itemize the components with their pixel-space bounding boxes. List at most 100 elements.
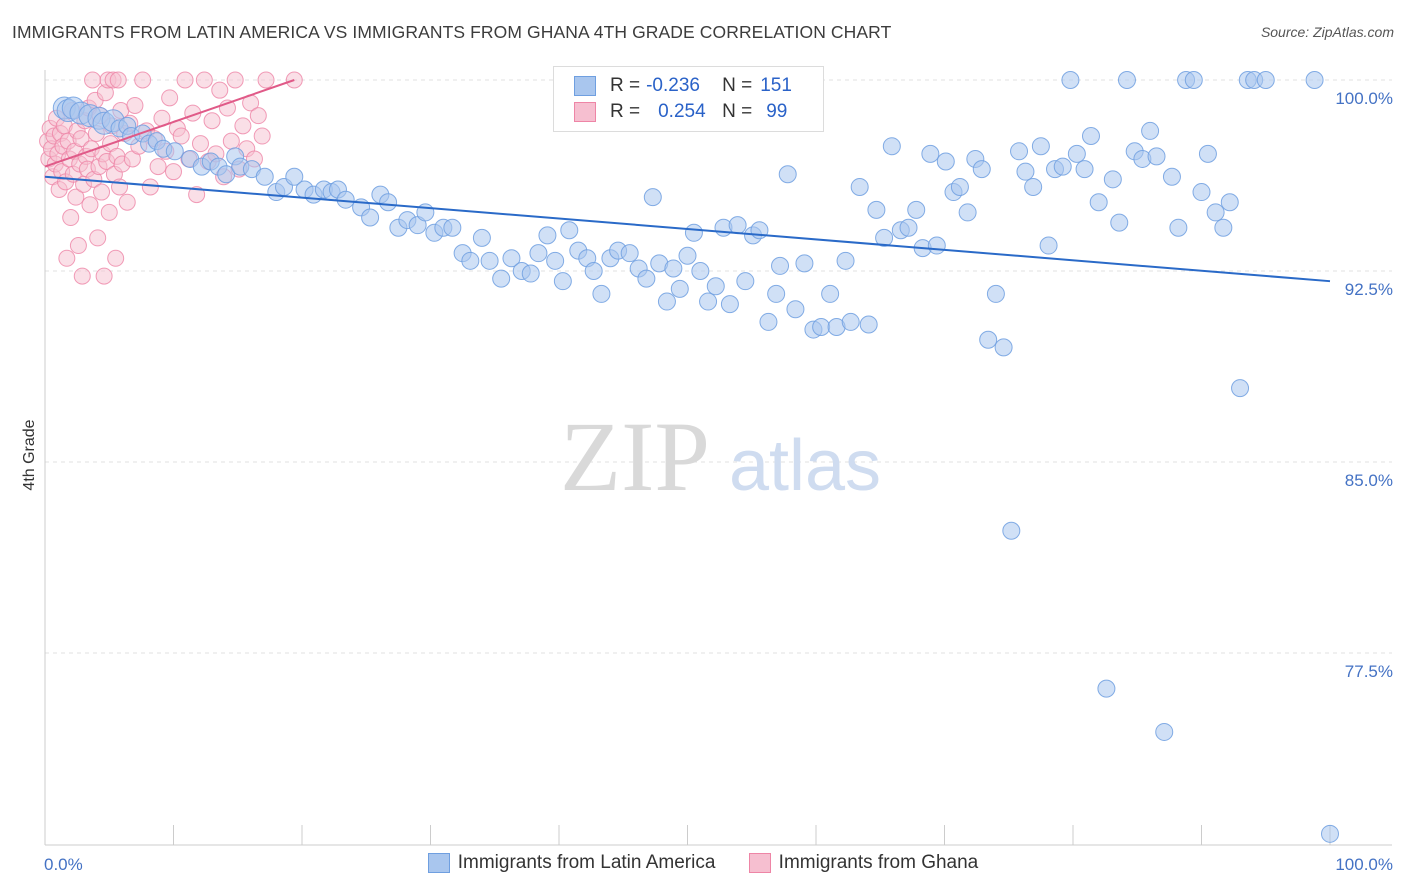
latin-america-point-76 <box>706 277 725 296</box>
latin-america-point-115 <box>1002 521 1021 540</box>
latin-america-point-33 <box>336 190 355 209</box>
legend-r-label: R = <box>610 75 641 96</box>
x-tick-label-max: 100.0% <box>1335 855 1393 874</box>
y-axis-label: 4th Grade <box>21 419 38 490</box>
latin-america-point-111 <box>972 160 991 179</box>
bottom-legend-label: Immigrants from Ghana <box>778 852 979 873</box>
legend-n-value: 99 <box>766 101 788 122</box>
watermark-zip: ZIP <box>560 401 710 512</box>
latin-america-point-145 <box>1220 193 1239 212</box>
latin-america-point-52 <box>521 264 540 283</box>
y-tick-labels: 100.0% 92.5% 85.0% 77.5% <box>1335 89 1393 681</box>
latin-america-point-15 <box>165 142 184 161</box>
latin-america-point-96 <box>859 315 878 334</box>
legend-r-label: R = <box>610 101 641 122</box>
latin-america-point-85 <box>771 256 790 275</box>
trend-lines <box>44 79 1331 283</box>
ghana-point-55 <box>109 71 127 89</box>
ghana-point-48 <box>100 203 118 221</box>
latin-america-point-116 <box>1010 142 1029 161</box>
ghana-point-56 <box>111 178 129 196</box>
latin-america-point-99 <box>882 137 901 156</box>
ghana-point-80 <box>191 135 209 153</box>
ghana-point-95 <box>249 107 267 125</box>
latin-america-point-143 <box>1206 203 1225 222</box>
latin-america-point-129 <box>1103 170 1122 189</box>
ghana-point-69 <box>149 158 167 176</box>
latin-america-point-61 <box>592 284 611 303</box>
ghana-point-67 <box>141 178 159 196</box>
ghana-point-15 <box>58 249 76 267</box>
y-tick-label-1: 92.5% <box>1345 280 1393 299</box>
bottom-legend-latin-america: Immigrants from Latin America <box>427 852 715 874</box>
latin-america-point-104 <box>921 144 940 163</box>
latin-america-point-79 <box>728 216 747 235</box>
legend-row-ghana: R = 0.254 N = 99 <box>574 101 787 127</box>
ghana-point-33 <box>81 196 99 214</box>
x-tick-labels: 0.0% 100.0% <box>44 855 1393 874</box>
legend-n-label: N = <box>722 75 753 96</box>
legend-r-value: 0.254 <box>658 101 706 122</box>
latin-america-point-86 <box>778 165 797 184</box>
ghana-point-24 <box>69 237 87 255</box>
ghana-point-72 <box>161 89 179 107</box>
latin-america-point-137 <box>1162 167 1181 186</box>
ghana-point-27 <box>73 267 91 285</box>
ghana-point-42 <box>93 183 111 201</box>
latin-america-point-64 <box>620 244 639 263</box>
latin-america-point-109 <box>958 203 977 222</box>
latin-america-point-35 <box>361 208 380 227</box>
bottom-legend-swatch-pink <box>748 853 771 873</box>
ghana-point-44 <box>95 267 113 285</box>
latin-america-point-93 <box>836 251 855 270</box>
x-tick-label-min: 0.0% <box>44 855 83 874</box>
latin-america-point-138 <box>1169 218 1188 237</box>
latin-america-point-112 <box>979 330 998 349</box>
ghana-point-96 <box>253 127 271 145</box>
legend: R = -0.236 N = 151 R = 0.254 N = 99 <box>553 66 824 132</box>
latin-america-point-126 <box>1081 127 1100 146</box>
latin-america-point-46 <box>461 251 480 270</box>
bottom-legend-ghana: Immigrants from Ghana <box>748 852 979 874</box>
bottom-legend: Immigrants from Latin America Immigrants… <box>0 852 1406 874</box>
y-tick-label-3: 77.5% <box>1345 662 1393 681</box>
legend-r-value: -0.236 <box>646 75 700 96</box>
ghana-point-97 <box>257 71 275 89</box>
ghana-point-35 <box>84 71 102 89</box>
latin-america-point-47 <box>472 228 491 247</box>
y-tick-label-0: 100.0% <box>1335 89 1393 108</box>
latin-america-point-122 <box>1053 157 1072 176</box>
latin-america-point-66 <box>637 269 656 288</box>
latin-america-point-130 <box>1110 213 1129 232</box>
latin-america-point-146 <box>1231 379 1250 398</box>
latin-america-point-84 <box>767 284 786 303</box>
latin-america-point-94 <box>841 312 860 331</box>
latin-america-point-49 <box>492 269 511 288</box>
latin-america-point-131 <box>1117 71 1136 89</box>
latin-america-point-144 <box>1214 218 1233 237</box>
ghana-point-60 <box>118 193 136 211</box>
y-tick-label-2: 85.0% <box>1345 471 1393 490</box>
legend-n-label: N = <box>722 101 753 122</box>
latin-america-point-105 <box>927 236 946 255</box>
latin-america-point-118 <box>1024 177 1043 196</box>
chart-title: IMMIGRANTS FROM LATIN AMERICA VS IMMIGRA… <box>12 22 892 42</box>
ghana-point-63 <box>126 96 144 114</box>
latin-america-point-136 <box>1155 722 1174 741</box>
ghana-point-91 <box>234 117 252 135</box>
latin-america-point-83 <box>759 312 778 331</box>
latin-america-point-24 <box>255 167 274 186</box>
latin-america-point-141 <box>1192 183 1211 202</box>
latin-america-point-127 <box>1089 193 1108 212</box>
source-credit: Source: ZipAtlas.com <box>1260 24 1394 40</box>
latin-america-point-134 <box>1141 121 1160 140</box>
ghana-point-65 <box>134 71 152 89</box>
latin-america-point-140 <box>1184 71 1203 89</box>
latin-america-point-106 <box>936 152 955 171</box>
latin-america-point-57 <box>560 221 579 240</box>
trend-line-latin-america <box>44 175 1331 283</box>
latin-america-point-128 <box>1097 679 1116 698</box>
latin-america-point-135 <box>1147 147 1166 166</box>
latin-america-point-119 <box>1031 137 1050 156</box>
